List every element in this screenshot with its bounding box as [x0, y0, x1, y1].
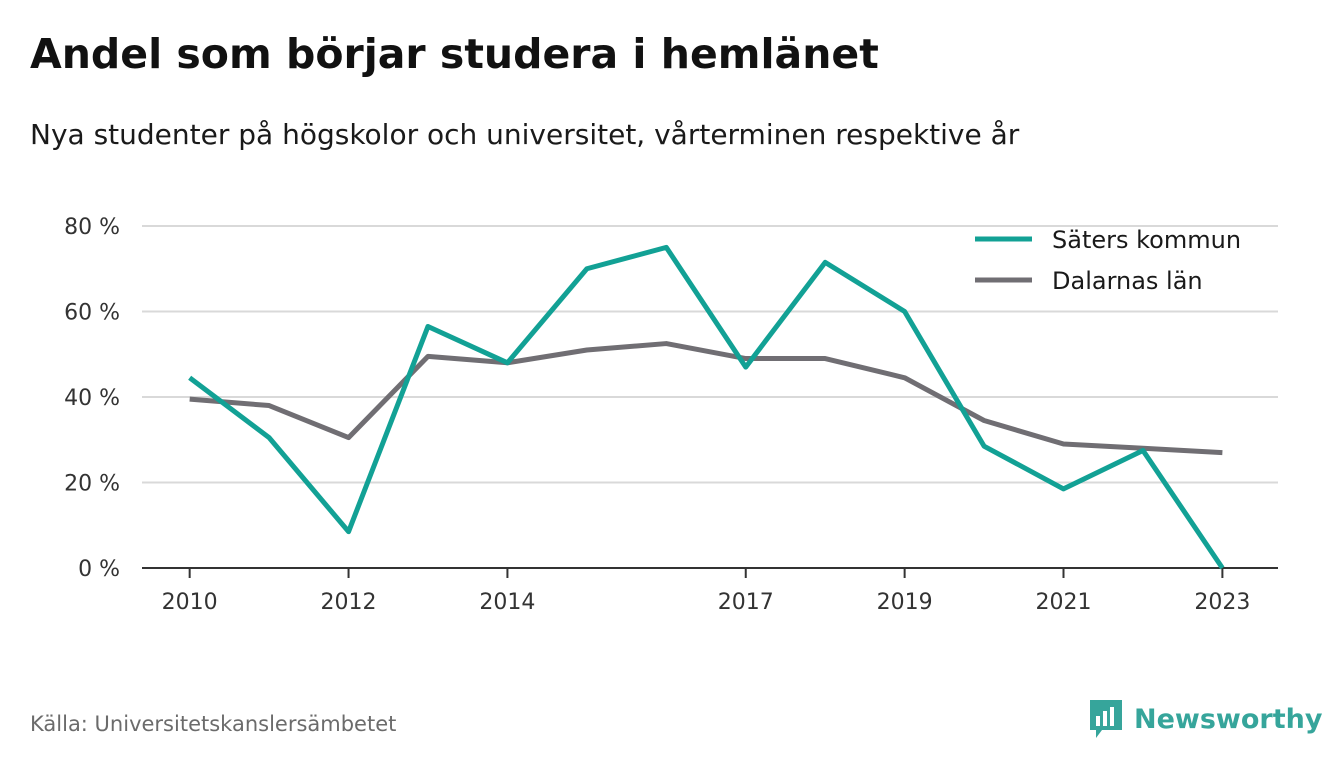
- legend-label: Säters kommun: [1052, 226, 1241, 254]
- chart-title: Andel som börjar studera i hemlänet: [30, 30, 879, 78]
- y-tick-label: 80 %: [64, 215, 120, 240]
- x-tick-label: 2017: [718, 590, 774, 615]
- x-tick-label: 2023: [1194, 590, 1250, 615]
- brand-logo[interactable]: Newsworthy: [1088, 698, 1322, 740]
- series-line: [188, 244, 1225, 570]
- x-tick-label: 2021: [1036, 590, 1092, 615]
- newsworthy-logo-icon: [1090, 700, 1122, 738]
- brand-name: Newsworthy: [1134, 703, 1323, 735]
- y-tick-label: 60 %: [64, 301, 120, 326]
- x-tick-label: 2014: [479, 590, 535, 615]
- chart-subtitle: Nya studenter på högskolor och universit…: [30, 118, 1020, 151]
- y-tick-label: 40 %: [64, 386, 120, 411]
- series-line: [189, 341, 1223, 456]
- y-tick-label: 0 %: [78, 557, 120, 582]
- y-tick-label: 20 %: [64, 472, 120, 497]
- source-note: Källa: Universitetskanslersämbetet: [30, 712, 397, 736]
- legend-label: Dalarnas län: [1052, 267, 1203, 295]
- x-tick-label: 2012: [321, 590, 377, 615]
- x-tick-label: 2010: [162, 590, 218, 615]
- x-tick-label: 2019: [877, 590, 933, 615]
